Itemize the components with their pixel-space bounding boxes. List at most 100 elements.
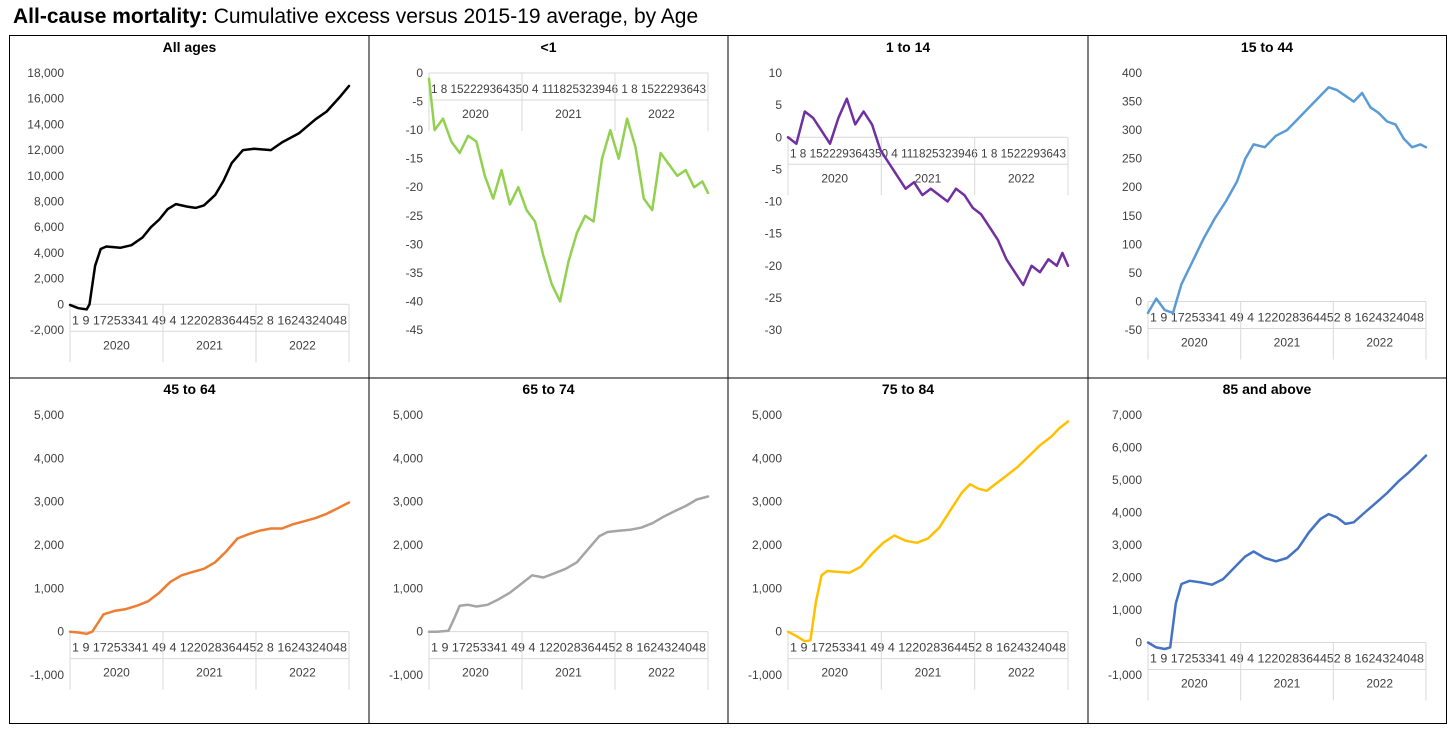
chart-title: 45 to 64	[163, 381, 215, 397]
x-year-label: 2022	[1366, 335, 1393, 349]
y-tick-label: -50	[1125, 323, 1143, 337]
chart-svg: <1 0 -5 -10 -15 -20 -25 -30 -35 -40 -45 1 8 1522293…	[406, 39, 710, 337]
chart-panel: 65 to 74 5,000 4,000 3,000 2,000 1,000 0 -1,000…	[369, 378, 728, 723]
x-year-label: 2022	[1008, 171, 1035, 185]
x-year-label: 2021	[196, 338, 223, 352]
y-tick-label: 400	[1122, 66, 1142, 80]
x-year-label: 2020	[462, 666, 489, 680]
y-tick-label: 10,000	[27, 169, 64, 183]
y-tick-label: -30	[765, 323, 783, 337]
x-year-label: 2021	[1274, 335, 1301, 349]
x-week-labels: 1 9 17253341 49 4 122028364452 8 1624324…	[790, 641, 1066, 655]
series-line	[1146, 86, 1428, 315]
y-tick-label: 0	[416, 66, 423, 80]
x-year-label: 2022	[1008, 666, 1035, 680]
y-tick-label: 5,000	[752, 408, 782, 422]
chart-title: 75 to 84	[882, 381, 934, 397]
y-tick-label: 2,000	[1112, 571, 1142, 585]
y-tick-label: 1,000	[752, 581, 782, 595]
chart-svg: All ages 18,000 16,000 14,000 12,000 10,000 8,…	[27, 39, 351, 363]
y-tick-label: 200	[1122, 180, 1142, 194]
chart-svg: 15 to 44 400 350 300 250 200 150 100 50 0 -50 1 9 1…	[1122, 39, 1428, 360]
y-tick-label: 1,000	[393, 581, 423, 595]
y-tick-label: -40	[406, 294, 424, 308]
y-tick-label: 16,000	[27, 92, 64, 106]
chart-title: 15 to 44	[1241, 39, 1293, 55]
y-tick-label: 6,000	[1112, 441, 1142, 455]
chart-panel: All ages 18,000 16,000 14,000 12,000 10,000 8,…	[10, 36, 369, 378]
series-line	[786, 420, 1070, 643]
x-week-labels: 1 9 17253341 49 4 122028364452 8 1624324…	[72, 313, 347, 327]
y-tick-label: -35	[406, 266, 424, 280]
chart-panel: 1 to 14 10 5 0 -5 -10 -15 -20 -25 -30 1 8 15222936…	[728, 36, 1088, 378]
y-tick-label: 0	[416, 625, 423, 639]
y-tick-label: -25	[765, 291, 783, 305]
y-tick-label: -10	[765, 195, 783, 209]
x-year-label: 2020	[1181, 335, 1208, 349]
chart-title: All ages	[163, 39, 217, 55]
chart-title: 1 to 14	[886, 39, 931, 55]
y-tick-label: 2,000	[752, 538, 782, 552]
y-tick-label: 0	[57, 625, 64, 639]
y-tick-label: 2,000	[393, 538, 423, 552]
y-tick-label: -5	[771, 162, 782, 176]
y-tick-label: -1,000	[30, 668, 64, 682]
y-tick-label: 0	[775, 625, 782, 639]
y-tick-label: 3,000	[1112, 538, 1142, 552]
y-tick-label: -30	[406, 237, 424, 251]
chart-svg: 1 to 14 10 5 0 -5 -10 -15 -20 -25 -30 1 8 15222936…	[765, 39, 1070, 337]
chart-title: <1	[541, 39, 557, 55]
y-tick-label: 3,000	[34, 495, 64, 509]
series-line	[427, 495, 710, 633]
y-tick-label: 4,000	[1112, 506, 1142, 520]
x-year-label: 2021	[915, 666, 942, 680]
series-line	[786, 97, 1070, 287]
chart-svg: 65 to 74 5,000 4,000 3,000 2,000 1,000 0 -1,000…	[389, 381, 710, 690]
y-tick-label: 1,000	[34, 581, 64, 595]
x-year-label: 2021	[555, 666, 582, 680]
x-week-labels: 1 8 152229364350 4 111825323946 1 8 1522…	[790, 146, 1066, 160]
chart-grid: All ages 18,000 16,000 14,000 12,000 10,000 8,…	[9, 35, 1447, 724]
x-week-labels: 1 9 17253341 49 4 122028364452 8 1624324…	[431, 641, 706, 655]
chart-title: 65 to 74	[522, 381, 574, 397]
x-year-label: 2020	[821, 666, 848, 680]
x-year-label: 2020	[1181, 677, 1208, 691]
y-tick-label: 5,000	[393, 408, 423, 422]
chart-svg: 85 and above 7,000 6,000 5,000 4,000 3,000 2,0…	[1108, 381, 1428, 701]
y-tick-label: 300	[1122, 123, 1142, 137]
y-tick-label: -15	[406, 152, 424, 166]
y-tick-label: 5,000	[1112, 473, 1142, 487]
y-tick-label: 0	[57, 297, 64, 311]
y-tick-label: -20	[406, 180, 424, 194]
chart-panel: 45 to 64 5,000 4,000 3,000 2,000 1,000 0 -1,000…	[10, 378, 369, 723]
y-tick-label: 5	[775, 98, 782, 112]
y-tick-label: 4,000	[752, 451, 782, 465]
y-tick-label: 150	[1122, 209, 1142, 223]
y-tick-label: -15	[765, 227, 783, 241]
y-tick-label: 0	[775, 130, 782, 144]
x-week-labels: 1 8 152229364350 4 111825323946 1 8 1522…	[431, 82, 706, 96]
y-tick-label: -20	[765, 259, 783, 273]
y-tick-label: 6,000	[34, 220, 64, 234]
y-tick-label: -25	[406, 209, 424, 223]
x-year-label: 2020	[103, 338, 130, 352]
y-tick-label: 14,000	[27, 117, 64, 131]
y-tick-label: 1,000	[1112, 603, 1142, 617]
x-year-label: 2022	[1366, 677, 1393, 691]
series-line	[68, 84, 351, 311]
series-line	[427, 77, 710, 303]
y-tick-label: -1,000	[389, 668, 423, 682]
y-tick-label: 4,000	[34, 451, 64, 465]
x-year-label: 2020	[821, 171, 848, 185]
series-line	[1146, 454, 1428, 651]
series-line	[68, 501, 351, 636]
x-year-label: 2022	[289, 338, 316, 352]
chart-svg: 45 to 64 5,000 4,000 3,000 2,000 1,000 0 -1,000…	[30, 381, 351, 690]
chart-panel: 15 to 44 400 350 300 250 200 150 100 50 0 -50 1 9 1…	[1088, 36, 1446, 378]
y-tick-label: -1,000	[1108, 668, 1142, 682]
y-tick-label: 18,000	[27, 66, 64, 80]
x-year-label: 2022	[648, 666, 675, 680]
chart-panel: <1 0 -5 -10 -15 -20 -25 -30 -35 -40 -45 1 8 1522293…	[369, 36, 728, 378]
x-year-label: 2022	[648, 107, 675, 121]
y-tick-label: 350	[1122, 95, 1142, 109]
